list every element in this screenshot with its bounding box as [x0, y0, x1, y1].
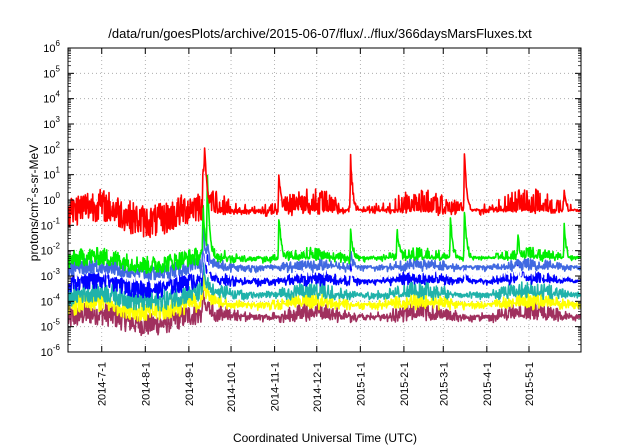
y-tick-base: 10: [43, 68, 55, 80]
y-tick-exponent: -5: [53, 318, 61, 327]
y-tick-label: 106: [43, 39, 60, 55]
y-tick-exponent: -4: [53, 292, 61, 301]
x-tick-label: 2015-5-1: [524, 362, 536, 406]
x-tick-label: 2015-4-1: [482, 362, 494, 406]
y-tick-exponent: -2: [53, 242, 61, 251]
y-tick-exponent: 3: [56, 115, 61, 124]
y-tick-exponent: 2: [56, 140, 61, 149]
x-tick-label: 2014-12-1: [312, 362, 324, 412]
y-tick-base: 10: [41, 296, 53, 308]
y-tick-label: 10-4: [41, 292, 61, 308]
y-tick-exponent: 4: [56, 90, 61, 99]
y-tick-exponent: 6: [56, 39, 61, 48]
y-tick-label: 100: [43, 191, 60, 207]
x-tick-label: 2014-11-1: [270, 362, 282, 411]
y-axis-label: protons/cm2-s-sr-MeV: [26, 145, 41, 261]
y-tick-label: 104: [43, 90, 60, 106]
x-tick-label: 2015-1-1: [355, 362, 367, 406]
series-line: [68, 220, 581, 282]
y-tick-base: 10: [43, 170, 55, 182]
y-tick-exponent: -6: [53, 343, 61, 352]
series-layer: [68, 147, 581, 337]
x-tick-label: 2014-10-1: [226, 362, 238, 412]
series-line: [68, 270, 581, 322]
y-tick-label: 10-2: [41, 242, 61, 258]
y-tick-label: 101: [43, 166, 60, 182]
y-tick-base: 10: [43, 119, 55, 131]
x-tick-label: 2015-2-1: [399, 362, 411, 406]
y-tick-base: 10: [41, 322, 53, 334]
series-line: [68, 174, 581, 275]
y-tick-exponent: -3: [53, 267, 61, 276]
y-axis-label-suffix: -s-sr-MeV: [27, 145, 41, 198]
y-tick-base: 10: [43, 195, 55, 207]
y-tick-exponent: 5: [56, 64, 61, 73]
y-axis-label-prefix: protons/cm: [27, 202, 41, 261]
y-tick-label: 105: [43, 64, 60, 80]
y-tick-base: 10: [41, 347, 53, 359]
y-tick-label: 103: [43, 115, 60, 131]
y-tick-base: 10: [41, 220, 53, 232]
y-tick-base: 10: [43, 94, 55, 106]
chart-title: /data/run/goesPlots/archive/2015-06-07/f…: [108, 26, 532, 41]
y-tick-base: 10: [41, 246, 53, 258]
series-line: [68, 289, 581, 337]
y-tick-label: 10-1: [41, 216, 61, 232]
x-tick-label: 2014-9-1: [184, 362, 196, 406]
series-line: [68, 234, 581, 299]
y-tick-exponent: -1: [53, 216, 61, 225]
y-tick-label: 10-6: [41, 343, 61, 359]
y-tick-base: 10: [41, 271, 53, 283]
y-tick-label: 10-5: [41, 318, 61, 334]
y-tick-label: 102: [43, 140, 60, 156]
y-axis-label-superscript: 2: [26, 197, 35, 202]
x-ticks: 2014-7-1 2014-8-1 2014-9-1 2014-10-1 2014-11…: [97, 48, 536, 412]
series-line: [68, 147, 581, 239]
x-tick-label: 2014-7-1: [97, 362, 109, 406]
y-tick-base: 10: [43, 43, 55, 55]
x-axis-label: Coordinated Universal Time (UTC): [233, 431, 417, 445]
y-ticks: 10-610-510-410-310-210-11001011021031041…: [41, 39, 581, 359]
y-tick-base: 10: [43, 144, 55, 156]
x-tick-label: 2015-3-1: [438, 362, 450, 406]
x-tick-label: 2014-8-1: [140, 362, 152, 406]
y-tick-exponent: 0: [56, 191, 61, 200]
y-tick-exponent: 1: [56, 166, 61, 175]
y-tick-label: 10-3: [41, 267, 61, 283]
